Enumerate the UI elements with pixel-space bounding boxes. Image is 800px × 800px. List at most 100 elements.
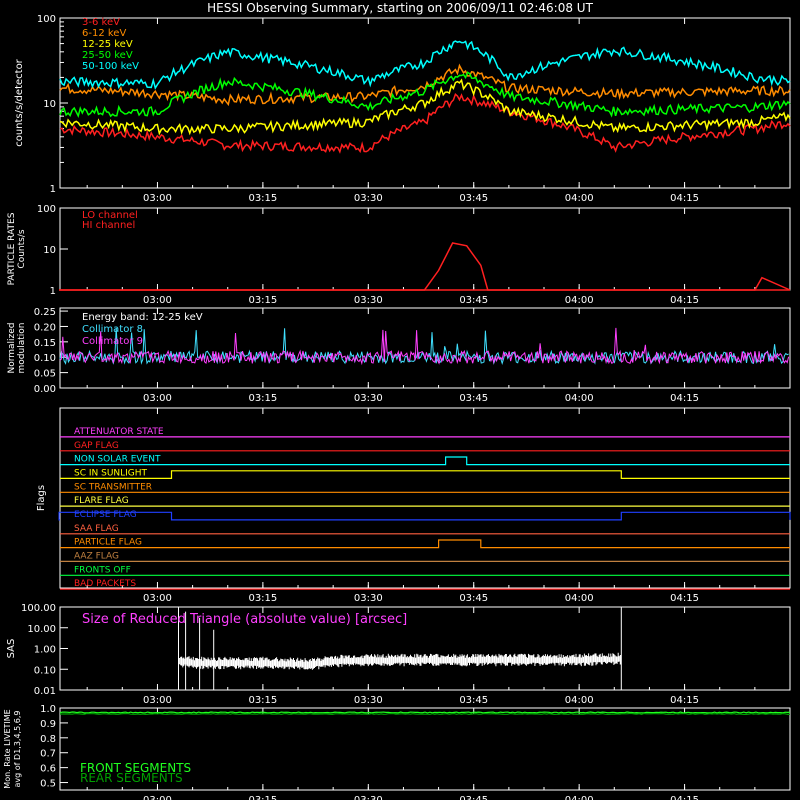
time-tick-label: 03:00 [143,193,172,204]
y-tick-label: 1.00 [34,645,56,656]
series-line-12-25-keV [59,78,791,136]
series-line-Collimator-9 [59,327,790,366]
panels-layer: 03:00 03:15 03:30 03:45 04:00 04:15 counts/s/d… [3,14,791,800]
flag-label: BAD PACKETS [74,579,136,589]
flag-label: ATTENUATOR STATE [74,427,164,437]
time-tick-label: 03:45 [459,593,488,604]
annotation: Size of Reduced Triangle (absolute value… [82,612,407,627]
y-axis-label: avg of D1,3,4,5,6,9 [13,711,22,788]
legend-entry: LO channel [82,210,138,221]
y-tick-label: 0.8 [40,734,56,745]
flag-label: SC IN SUNLIGHT [74,468,148,478]
flag-line [60,456,790,466]
panel-livetime: 03:00 03:15 03:30 03:45 04:00 04:15 Mon. Rate … [3,704,791,800]
time-tick-label: 03:30 [354,795,383,800]
y-axis-label: counts/s/detector [14,58,25,146]
panel-frame [59,707,791,791]
time-tick-label: 04:15 [670,193,699,204]
y-tick-label: 0.05 [34,369,56,380]
time-tick-label: 03:45 [459,295,488,306]
y-axis-label: Counts/s [17,229,27,268]
flag-label: NON SOLAR EVENT [74,455,161,465]
series-line-FRONT-SEGMENTS [59,711,791,714]
y-tick-label: 0.20 [34,322,56,333]
figure-title: HESSI Observing Summary, starting on 200… [207,1,593,15]
time-tick-label: 03:30 [354,193,383,204]
flag-line [60,539,790,549]
time-tick-label: 03:00 [143,295,172,306]
panel-modulation: 03:00 03:15 03:30 03:45 04:00 04:15 Normalized… [7,307,791,404]
y-tick-label: 10 [43,99,56,110]
flag-line [58,511,791,521]
panel-sas: 03:00 03:15 03:30 03:45 04:00 04:15 SAS 0.01 0.1… [6,603,791,706]
time-tick-label: 04:15 [670,795,699,800]
legend-entry: FRONT SEGMENTS [80,761,191,775]
time-tick-label: 04:15 [670,295,699,306]
flag-label: PARTICLE FLAG [74,538,142,548]
annotation: Energy band: 12-25 keV [82,312,203,323]
y-tick-label: 0.00 [34,384,56,395]
panel-particle-rates: 03:00 03:15 03:30 03:45 04:00 04:15 PARTICLE R… [7,204,791,306]
y-tick-label: 0.15 [34,338,56,349]
y-tick-label: 10.00 [27,624,56,635]
flag-label: FRONTS OFF [74,565,131,575]
panel-frame [59,307,791,389]
time-tick-label: 03:00 [143,795,172,800]
y-axis-label: Normalized [7,322,17,373]
sas-trace [178,607,622,690]
time-tick-label: 04:00 [565,295,594,306]
y-tick-label: 1 [50,184,56,195]
y-tick-label: 0.10 [34,665,56,676]
legend-entry: Collimator 9 [82,336,143,347]
time-tick-label: 03:00 [143,695,172,706]
y-tick-label: 0.25 [34,307,56,318]
y-tick-label: 100.00 [21,603,56,614]
time-tick-label: 03:45 [459,695,488,706]
time-tick-label: 04:00 [565,593,594,604]
time-tick-label: 03:15 [248,393,277,404]
legend-entry: REAR SEGMENTS [80,771,183,785]
legend-entry: 3-6 keV [82,17,120,28]
time-tick-label: 03:15 [248,593,277,604]
y-tick-label: 1 [50,286,56,297]
panel-frame [59,407,791,589]
time-tick-label: 03:30 [354,393,383,404]
panel-count-rates: 03:00 03:15 03:30 03:45 04:00 04:15 counts/s/d… [14,14,791,204]
y-tick-label: 10 [43,245,56,256]
legend-entry: 12-25 keV [82,39,133,50]
y-tick-label: 0.9 [40,719,56,730]
time-tick-label: 04:00 [565,193,594,204]
flag-label: ECLIPSE FLAG [74,510,137,520]
y-tick-label: 100 [37,204,56,215]
time-tick-label: 03:45 [459,795,488,800]
series-line-LO-channel [59,242,791,291]
y-axis-label: modulation [17,323,27,374]
legend-entry: 50-100 keV [82,61,139,72]
time-tick-label: 04:00 [565,695,594,706]
legend-entry: 25-50 keV [82,50,133,61]
y-axis-label: SAS [6,639,17,659]
y-axis-label: Flags [36,485,47,511]
time-tick-label: 03:15 [248,695,277,706]
series-line-50-100-keV [59,40,791,90]
time-tick-label: 03:30 [354,295,383,306]
legend-entry: Collimator 8 [82,324,143,335]
y-tick-label: 0.10 [34,353,56,364]
time-tick-label: 03:15 [248,795,277,800]
time-tick-label: 03:00 [143,593,172,604]
flag-label: GAP FLAG [74,441,119,451]
series-line-3-6-keV [59,93,791,154]
y-tick-label: 100 [37,14,56,25]
y-tick-label: 0.7 [40,749,56,760]
flag-line [60,470,790,479]
y-tick-label: 0.5 [40,779,56,790]
time-tick-label: 03:45 [459,193,488,204]
time-tick-label: 04:15 [670,393,699,404]
time-tick-label: 03:00 [143,393,172,404]
time-tick-label: 03:15 [248,295,277,306]
time-tick-label: 04:00 [565,393,594,404]
legend-entry: 6-12 keV [82,28,126,39]
time-tick-label: 03:30 [354,593,383,604]
y-axis-label: Mon. Rate LIVETIME [3,709,12,788]
